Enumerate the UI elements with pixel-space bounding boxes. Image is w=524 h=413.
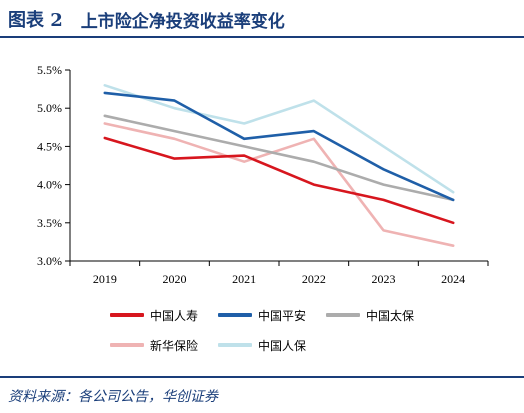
legend-swatch xyxy=(218,313,252,317)
x-tick-label: 2019 xyxy=(93,272,117,286)
x-tick-label: 2021 xyxy=(232,272,256,286)
top-divider xyxy=(0,36,524,38)
legend-item: 新华保险 xyxy=(110,337,218,354)
figure-label: 图表 2 xyxy=(8,10,63,31)
line-chart: 3.0% 3.5% 4.0% 4.5% 5.0% 5.5% 2019 2020 2021 2022… xyxy=(37,63,489,286)
legend-label: 中国平安 xyxy=(258,308,307,323)
legend-item: 中国人寿 xyxy=(110,307,218,324)
series-line-3 xyxy=(103,114,455,202)
y-tick-label: 5.0% xyxy=(37,101,62,115)
bottom-divider xyxy=(0,376,524,378)
x-tick-label: 2022 xyxy=(302,272,326,286)
x-tick-label: 2020 xyxy=(163,272,187,286)
legend-item: 中国平安 xyxy=(218,307,326,324)
legend-row: 新华保险 中国人保 xyxy=(110,330,450,360)
y-tick-label: 3.0% xyxy=(37,254,62,268)
x-tick-label: 2024 xyxy=(441,272,465,286)
legend-label: 新华保险 xyxy=(150,338,199,353)
figure-header: 图表 2 上市险企净投资收益率变化 xyxy=(8,4,285,34)
x-tick-label: 2023 xyxy=(372,272,396,286)
legend-label: 中国太保 xyxy=(366,308,415,323)
legend-swatch xyxy=(110,313,144,317)
source-note: 资料来源：各公司公告，华创证券 xyxy=(8,389,218,405)
y-tick-label: 4.5% xyxy=(37,139,62,153)
chart-title: 上市险企净投资收益率变化 xyxy=(80,11,285,32)
legend-label: 中国人寿 xyxy=(150,308,199,323)
chart-legend: 中国人寿 中国平安 中国太保 新华保险 中国人保 xyxy=(110,300,450,360)
series-line-1 xyxy=(103,136,455,225)
y-tick-label: 5.5% xyxy=(37,63,62,77)
legend-swatch xyxy=(110,343,144,347)
series-line-2 xyxy=(103,91,455,202)
series-line-5 xyxy=(103,83,455,194)
legend-swatch xyxy=(326,313,360,317)
legend-label: 中国人保 xyxy=(258,338,307,353)
legend-item: 中国人保 xyxy=(218,337,326,354)
y-tick-label: 4.0% xyxy=(37,178,62,192)
legend-swatch xyxy=(218,343,252,347)
y-tick-label: 3.5% xyxy=(37,216,62,230)
legend-item: 中国太保 xyxy=(326,307,434,324)
legend-row: 中国人寿 中国平安 中国太保 xyxy=(110,300,450,330)
series-line-4 xyxy=(103,122,455,247)
